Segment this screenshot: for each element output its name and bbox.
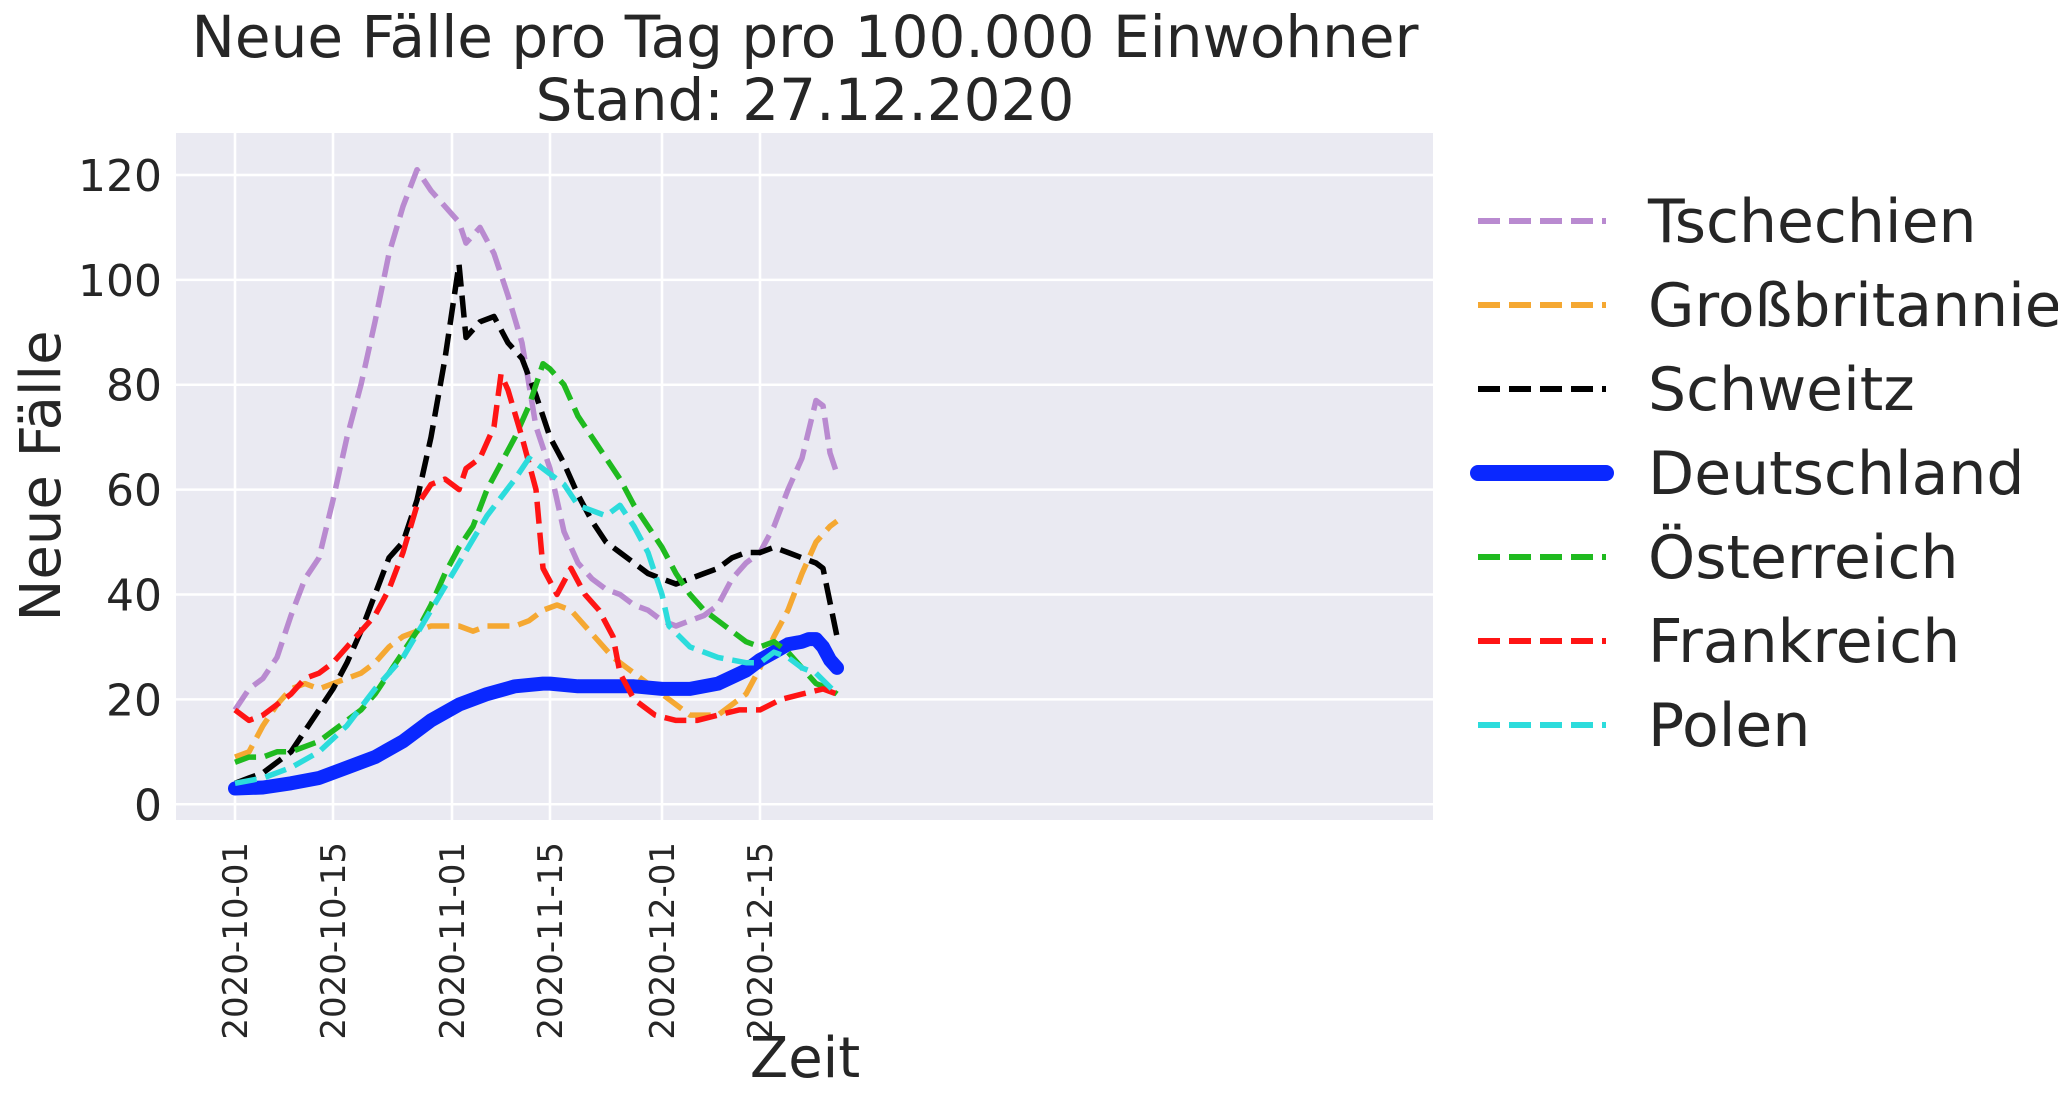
plot-area — [176, 133, 1433, 820]
x-axis-ticks: 2020-10-01 2020-10-15 2020-11-01 2020-11-15… — [216, 842, 781, 1040]
legend-label: Großbritannien — [1648, 271, 2058, 341]
chart-subtitle: Stand: 27.12.2020 — [536, 66, 1075, 134]
y-tick-label: 120 — [78, 151, 162, 202]
y-tick-label: 40 — [106, 570, 162, 621]
x-tick-label: 2020-11-01 — [433, 842, 473, 1040]
series-line — [234, 518, 839, 760]
x-tick-label: 2020-11-15 — [531, 842, 571, 1040]
y-tick-label: 20 — [106, 675, 162, 726]
x-tick-label: 2020-10-01 — [216, 842, 256, 1040]
series-line — [234, 261, 840, 786]
series-line — [232, 166, 840, 712]
legend-label: Frankreich — [1648, 607, 1960, 677]
legend-label: Österreich — [1648, 522, 1959, 593]
y-axis-label: Neue Fälle — [9, 330, 74, 621]
chart-title: Neue Fälle pro Tag pro 100.000 Einwohner — [192, 3, 1419, 71]
legend-label: Deutschland — [1648, 439, 2025, 509]
series-line — [234, 455, 839, 787]
legend-label: Polen — [1648, 691, 1810, 761]
legend-label: Schweitz — [1648, 355, 1915, 425]
x-tick-label: 2020-12-15 — [741, 842, 781, 1040]
series-line — [228, 632, 844, 796]
series-line — [233, 371, 838, 724]
legend-label: Tschechien — [1647, 187, 1977, 257]
x-tick-label: 2020-10-15 — [314, 842, 354, 1040]
y-tick-label: 60 — [106, 466, 162, 517]
series-lines — [228, 166, 844, 796]
x-axis-label: Zeit — [750, 1026, 860, 1091]
y-tick-label: 0 — [134, 780, 162, 831]
y-tick-label: 80 — [106, 361, 162, 412]
x-tick-label: 2020-12-01 — [643, 842, 683, 1040]
legend: Tschechien Großbritannien Schweitz Deutschl… — [1470, 187, 2058, 761]
series-line — [234, 360, 839, 765]
y-tick-label: 100 — [78, 256, 162, 307]
y-axis-ticks: 0 20 40 60 80 100 120 — [78, 151, 162, 831]
